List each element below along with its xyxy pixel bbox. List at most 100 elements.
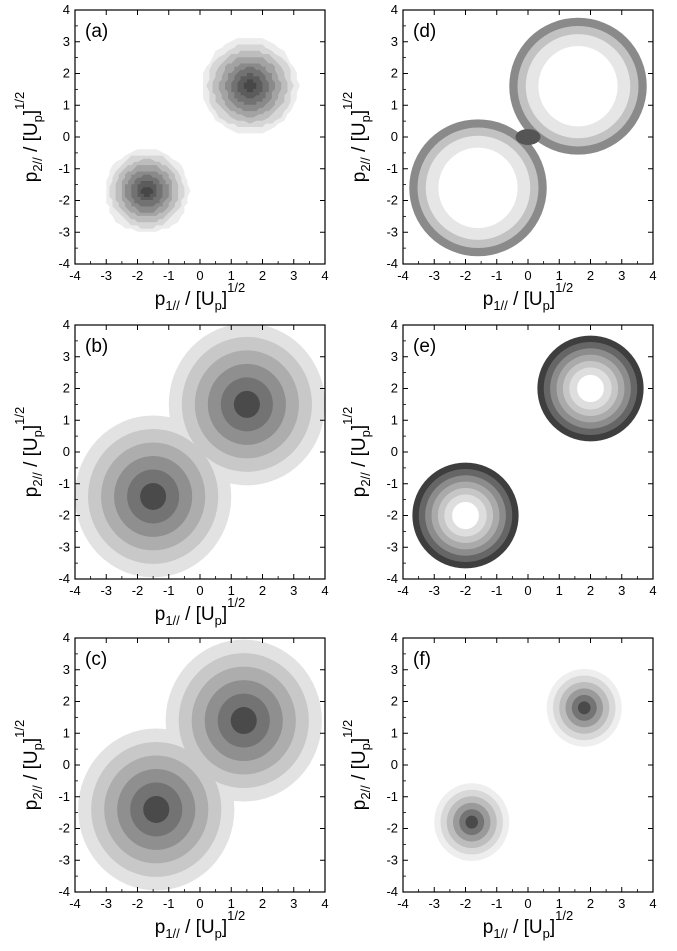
x-tick-label: 1 (556, 896, 563, 911)
x-tick-label: 3 (290, 583, 297, 598)
x-tick-label: -4 (69, 268, 81, 283)
y-tick-label: 0 (63, 129, 70, 144)
x-tick-label: -1 (163, 896, 175, 911)
x-axis-label: p1// / [Up]1/2 (155, 908, 245, 941)
y-tick-label: 4 (391, 317, 398, 332)
y-tick-label: 1 (63, 412, 70, 427)
x-tick-label: 2 (587, 583, 594, 598)
contour-interior (577, 374, 604, 403)
y-tick-label: -3 (386, 224, 398, 239)
y-tick-label: 2 (391, 66, 398, 81)
x-tick-label: -2 (460, 268, 472, 283)
x-tick-label: -2 (460, 583, 472, 598)
panel-label: (e) (413, 336, 436, 357)
y-tick-label: -3 (386, 852, 398, 867)
panel-a: -4 -3 -2 -1 0 1 2 3 4 -4 -3 -2 -1 0 1 2 3 4 (a) p1// / [Up]… (12, 2, 329, 313)
x-tick-label: -4 (397, 896, 409, 911)
y-tick-label: -1 (386, 476, 398, 491)
y-tick-label: 3 (391, 662, 398, 677)
y-axis-label: p2// / [Up]1/2 (340, 407, 373, 497)
x-axis-label: p1// / [Up]1/2 (155, 595, 245, 628)
x-tick-label: 0 (524, 896, 531, 911)
y-tick-label: 3 (63, 662, 70, 677)
y-tick-label: -2 (58, 821, 70, 836)
x-tick-label: 0 (196, 583, 203, 598)
x-tick-label: 4 (321, 268, 328, 283)
y-tick-label: 0 (391, 757, 398, 772)
x-tick-label: 2 (259, 896, 266, 911)
x-tick-label: 0 (196, 268, 203, 283)
x-axis-label: p1// / [Up]1/2 (483, 280, 573, 313)
y-axis-label: p2// / [Up]1/2 (340, 92, 373, 182)
x-tick-label: -3 (428, 583, 440, 598)
y-tick-label: 2 (63, 381, 70, 396)
y-tick-label: -2 (386, 821, 398, 836)
contour-area (409, 17, 647, 257)
panel-label: (c) (85, 649, 107, 670)
y-tick-label: 0 (391, 444, 398, 459)
contour-level (140, 184, 154, 197)
y-tick-label: -4 (386, 256, 398, 271)
y-tick-label: -2 (386, 193, 398, 208)
x-tick-label: 0 (196, 896, 203, 911)
x-tick-label: -3 (100, 268, 112, 283)
x-tick-label: -1 (491, 268, 503, 283)
y-tick-label: 4 (391, 2, 398, 17)
y-tick-label: -3 (58, 539, 70, 554)
panel-label: (a) (85, 21, 108, 42)
y-tick-label: 3 (63, 34, 70, 49)
y-tick-label: 2 (391, 381, 398, 396)
contour-level (243, 79, 257, 93)
x-tick-label: -1 (491, 583, 503, 598)
x-tick-label: 2 (587, 268, 594, 283)
y-tick-label: 3 (391, 349, 398, 364)
y-tick-label: -3 (386, 539, 398, 554)
y-tick-label: 1 (391, 725, 398, 740)
y-axis-label: p2// / [Up]1/2 (340, 720, 373, 810)
contour-bridge-core (193, 445, 207, 459)
x-tick-label: 2 (259, 268, 266, 283)
contour-area (106, 38, 300, 232)
x-axis-label: p1// / [Up]1/2 (155, 280, 245, 313)
contour-level (143, 795, 170, 823)
x-tick-label: 1 (228, 896, 235, 911)
x-tick-label: -2 (460, 896, 472, 911)
panel-e: -4 -3 -2 -1 0 1 2 3 4 -4 -3 -2 -1 0 1 2 3 4 (e) p2// / [Up]… (340, 317, 657, 598)
y-tick-label: 1 (63, 97, 70, 112)
x-tick-label: 4 (649, 583, 656, 598)
x-tick-label: -3 (100, 583, 112, 598)
y-tick-label: 0 (63, 444, 70, 459)
y-tick-label: 2 (391, 694, 398, 709)
x-tick-label: 1 (228, 583, 235, 598)
y-tick-label: 3 (391, 34, 398, 49)
x-tick-label: 1 (556, 583, 563, 598)
x-tick-label: 3 (290, 268, 297, 283)
panel-b: -4 -3 -2 -1 0 1 2 3 4 -4 -3 -2 -1 0 1 2 3 4 (b) p1// / [Up]… (12, 317, 329, 628)
x-tick-label: -2 (132, 268, 144, 283)
panel-label: (b) (85, 336, 108, 357)
panel-label: (f) (413, 649, 431, 670)
x-tick-label: 3 (618, 896, 625, 911)
y-tick-label: -4 (58, 884, 70, 899)
contour-area (412, 335, 644, 569)
x-tick-label: 3 (290, 896, 297, 911)
panel-d: -4 -3 -2 -1 0 1 2 3 4 -4 -3 -2 -1 0 1 2 3 4 (d) p1// / [Up]… (340, 2, 657, 313)
x-tick-label: -1 (491, 896, 503, 911)
contour-neck (515, 129, 541, 145)
x-tick-label: 3 (618, 583, 625, 598)
x-tick-label: 4 (649, 896, 656, 911)
contour-level (140, 482, 167, 510)
y-tick-label: 1 (391, 412, 398, 427)
contour-bridge-core (193, 758, 207, 772)
panel-f: -4 -3 -2 -1 0 1 2 3 4 -4 -3 -2 -1 0 1 2 3 4 (f) p1// / [Up]… (340, 630, 657, 941)
y-axis-label: p2// / [Up]1/2 (12, 92, 45, 182)
x-tick-label: -4 (397, 583, 409, 598)
y-axis-label: p2// / [Up]1/2 (12, 407, 45, 497)
y-tick-label: -1 (386, 161, 398, 176)
x-tick-label: -1 (163, 268, 175, 283)
plot-frame (74, 9, 326, 265)
contour-area (78, 639, 322, 891)
contour-level (578, 701, 591, 715)
y-tick-label: -2 (386, 508, 398, 523)
contour-interior (538, 45, 618, 127)
